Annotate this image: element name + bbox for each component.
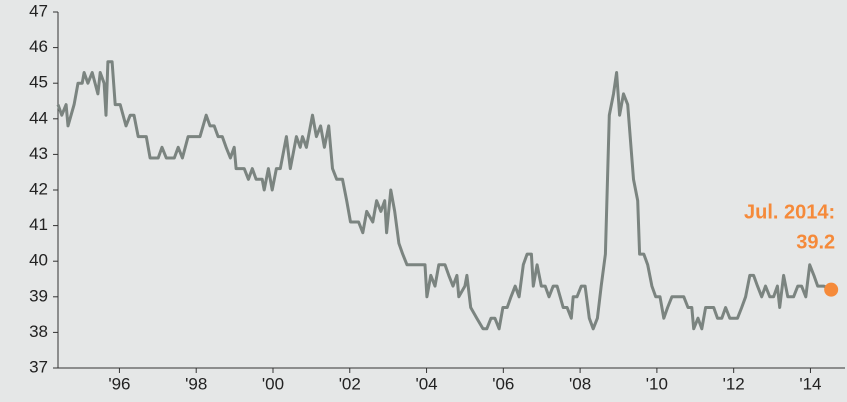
annotation: Jul. 2014: xyxy=(744,201,835,223)
y-tick-label: 41 xyxy=(29,215,48,234)
x-tick-label: '00 xyxy=(262,374,284,393)
x-tick-label: '98 xyxy=(185,374,207,393)
x-tick-label: '14 xyxy=(799,374,821,393)
x-tick-label: '12 xyxy=(723,374,745,393)
y-tick-label: 45 xyxy=(29,73,48,92)
x-tick-label: '06 xyxy=(492,374,514,393)
y-tick-label: 47 xyxy=(29,1,48,20)
y-tick-label: 40 xyxy=(29,251,48,270)
y-tick-label: 44 xyxy=(29,108,48,127)
last-point xyxy=(824,282,839,297)
data-line xyxy=(56,60,832,331)
y-tick-label: 42 xyxy=(29,179,48,198)
x-tick-label: '04 xyxy=(415,374,437,393)
x-tick-label: '96 xyxy=(108,374,130,393)
x-tick-label: '10 xyxy=(646,374,668,393)
y-tick-label: 38 xyxy=(29,322,48,341)
x-tick-label: '02 xyxy=(339,374,361,393)
y-tick-label: 37 xyxy=(29,357,48,376)
x-tick-label: '08 xyxy=(569,374,591,393)
y-tick-label: 43 xyxy=(29,144,48,163)
y-tick-label: 46 xyxy=(29,37,48,56)
y-tick-label: 39 xyxy=(29,286,48,305)
annotation: 39.2 xyxy=(796,231,835,253)
